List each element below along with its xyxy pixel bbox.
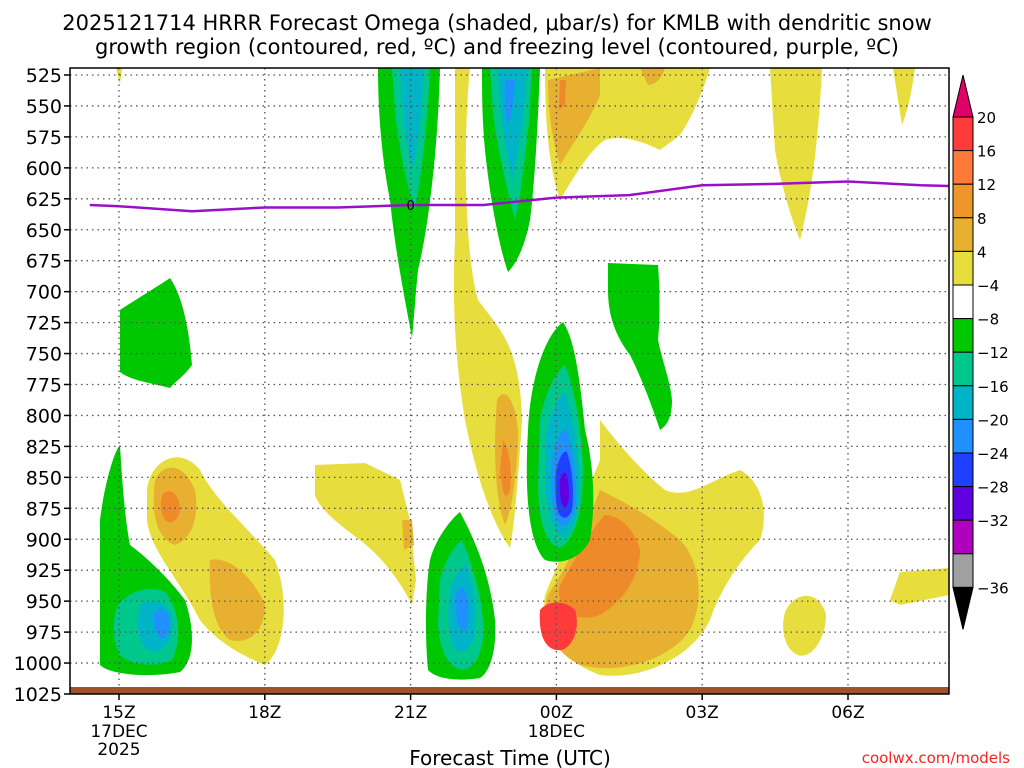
y-tick-label-575: 575 [26, 127, 62, 149]
y-tick-label-825: 825 [26, 436, 62, 458]
y-tick-label-600: 600 [26, 158, 62, 180]
colorbar-label-6: −8 [977, 311, 999, 329]
y-tick-label-750: 750 [26, 344, 62, 366]
colorbar-bottom-arrow [952, 586, 974, 630]
omega-red-regions [539, 602, 577, 651]
freezing-level-line [89, 180, 949, 213]
y-tick-label-650: 650 [26, 220, 62, 242]
colorbar-segment-9 [952, 418, 974, 454]
colorbar-label-11: −28 [977, 479, 1009, 497]
y-tick-label-800: 800 [26, 405, 62, 427]
y-tick-label-675: 675 [26, 251, 62, 273]
x-tick-label-06Z: 06Z [831, 703, 864, 723]
y-tick-label-775: 775 [26, 375, 62, 397]
y-tick-label-925: 925 [26, 560, 62, 582]
y-tick-label-550: 550 [26, 96, 62, 118]
colorbar-label-9: −20 [977, 411, 1009, 429]
colorbar-label-12: −32 [977, 512, 1009, 530]
x-tick-date-15Z: 17DEC [90, 722, 147, 742]
chart-title-line2: growth region (contoured, red, ºC) and f… [95, 35, 899, 59]
y-tick-label-850: 850 [26, 467, 62, 489]
colorbar-label-10: −24 [977, 445, 1009, 463]
x-tick-label-21Z: 21Z [394, 703, 427, 723]
colorbar-segment-5 [952, 284, 974, 320]
colorbar-segment-10 [952, 452, 974, 488]
y-axis: 525 550 575 600 625 650 675 700 725 750 775 800 825 8… [14, 65, 70, 706]
colorbar-segment-1 [952, 150, 974, 185]
x-tick-label-00Z: 00Z [540, 703, 573, 723]
colorbar-label-4: 4 [977, 243, 987, 261]
freezing-level-label: 0 [406, 199, 414, 214]
colorbar-segment-6 [952, 318, 974, 353]
colorbar-label-7: −12 [977, 344, 1009, 362]
omega-purple-regions [559, 472, 569, 508]
chart-grid [70, 68, 949, 694]
y-tick-label-950: 950 [26, 591, 62, 613]
plot-frame [69, 67, 950, 695]
colorbar-segment-13 [952, 553, 974, 588]
y-tick-label-1025: 1025 [14, 684, 62, 706]
colorbar-segment-7 [952, 351, 974, 387]
x-tick-date-00Z: 18DEC [528, 722, 585, 742]
colorbar-label-2: 12 [977, 176, 996, 194]
credit-text: coolwx.com/models [862, 749, 1010, 767]
colorbar-label-0: 20 [977, 109, 996, 127]
colorbar-segment-2 [952, 183, 974, 219]
colorbar-label-13: −36 [977, 579, 1009, 597]
colorbar-segment-11 [952, 486, 974, 521]
ground-strip [70, 687, 949, 694]
colorbar-segment-12 [952, 519, 974, 555]
omega-shading [70, 68, 949, 694]
colorbar-segment-4 [952, 250, 974, 286]
colorbar: 20 16 12 8 4 −4 −8 −12 −16 −20 −24 −28 −32 −36 [952, 74, 1009, 630]
y-tick-label-1000: 1000 [14, 653, 62, 675]
y-tick-label-525: 525 [26, 65, 62, 87]
x-tick-label-03Z: 03Z [686, 703, 719, 723]
colorbar-label-5: −4 [977, 277, 999, 295]
y-tick-label-700: 700 [26, 282, 62, 304]
colorbar-label-3: 8 [977, 210, 987, 228]
x-axis-label: Forecast Time (UTC) [409, 746, 611, 768]
colorbar-segment-0 [952, 116, 974, 152]
omega-orange-regions [160, 80, 640, 618]
x-tick-label-15Z: 15Z [102, 703, 135, 723]
y-tick-label-875: 875 [26, 498, 62, 520]
colorbar-segment-3 [952, 217, 974, 252]
colorbar-label-1: 16 [977, 143, 996, 161]
y-tick-label-900: 900 [26, 529, 62, 551]
colorbar-segment-8 [952, 385, 974, 420]
x-tick-label-18Z: 18Z [248, 703, 281, 723]
y-tick-label-725: 725 [26, 313, 62, 335]
x-tick-year-15Z: 2025 [97, 740, 140, 760]
y-tick-label-975: 975 [26, 622, 62, 644]
chart-title-line1: 2025121714 HRRR Forecast Omega (shaded, … [62, 11, 932, 35]
y-tick-label-625: 625 [26, 189, 62, 211]
colorbar-label-8: −16 [977, 378, 1009, 396]
